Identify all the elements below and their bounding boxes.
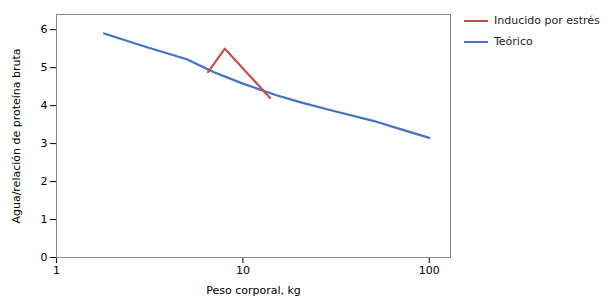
svg-text:3: 3 [41, 137, 48, 150]
svg-text:0: 0 [41, 251, 48, 264]
svg-text:4: 4 [41, 99, 48, 112]
svg-text:1: 1 [53, 264, 60, 277]
svg-text:5: 5 [41, 61, 48, 74]
svg-text:Agua/relación de proteína brut: Agua/relación de proteína bruta [10, 48, 23, 223]
svg-text:Peso corporal, kg: Peso corporal, kg [206, 284, 301, 297]
svg-text:6: 6 [41, 23, 48, 36]
svg-text:10: 10 [236, 264, 250, 277]
html-text:Inducido por estrés: Inducido por estrés [494, 14, 600, 27]
svg-text:1: 1 [41, 213, 48, 226]
html-text:Teórico: Teórico [494, 35, 533, 48]
svg-text:100: 100 [419, 264, 440, 277]
svg-text:2: 2 [41, 175, 48, 188]
